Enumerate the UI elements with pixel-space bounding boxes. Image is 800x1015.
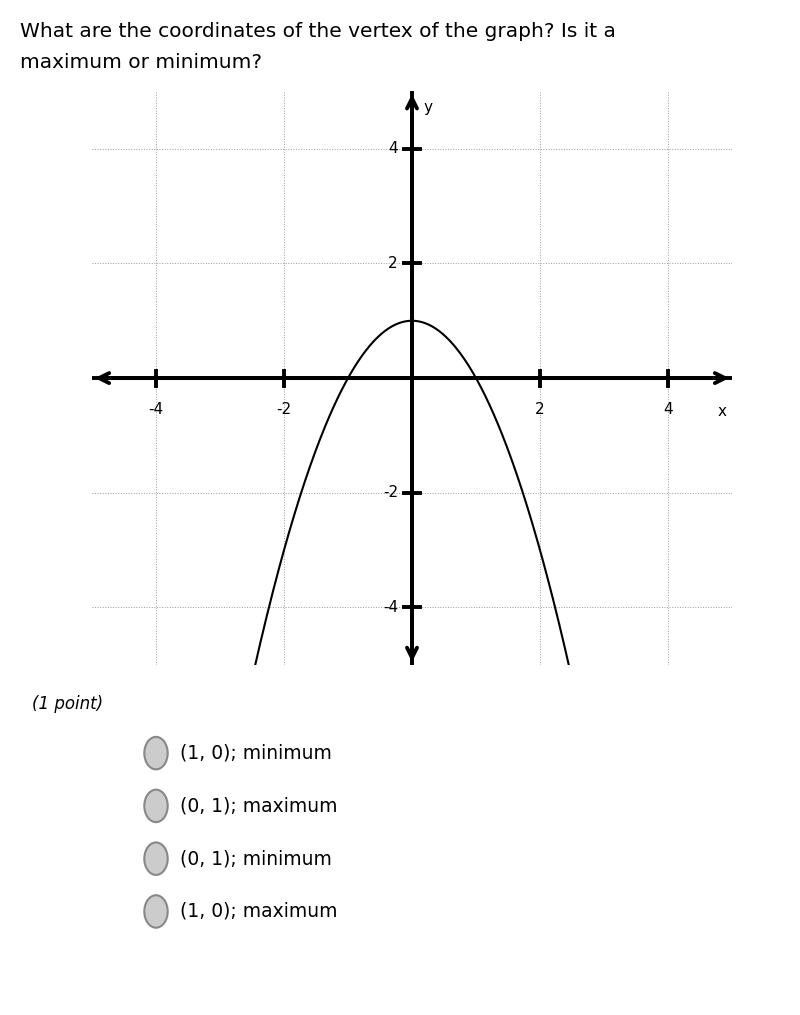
Text: 2: 2	[388, 256, 398, 271]
Text: maximum or minimum?: maximum or minimum?	[20, 53, 262, 72]
Text: (0, 1); maximum: (0, 1); maximum	[180, 797, 338, 815]
Text: -2: -2	[277, 402, 291, 417]
Text: (1, 0); minimum: (1, 0); minimum	[180, 744, 332, 762]
Text: y: y	[423, 99, 433, 115]
Text: x: x	[718, 404, 727, 419]
Text: What are the coordinates of the vertex of the graph? Is it a: What are the coordinates of the vertex o…	[20, 22, 616, 42]
Text: (1, 0); maximum: (1, 0); maximum	[180, 902, 338, 921]
Text: 4: 4	[388, 141, 398, 156]
Text: (0, 1); minimum: (0, 1); minimum	[180, 850, 332, 868]
Text: -4: -4	[382, 600, 398, 615]
Text: -2: -2	[382, 485, 398, 500]
Text: -4: -4	[149, 402, 163, 417]
Text: 2: 2	[535, 402, 545, 417]
Text: 4: 4	[663, 402, 673, 417]
Text: (1 point): (1 point)	[32, 695, 103, 714]
